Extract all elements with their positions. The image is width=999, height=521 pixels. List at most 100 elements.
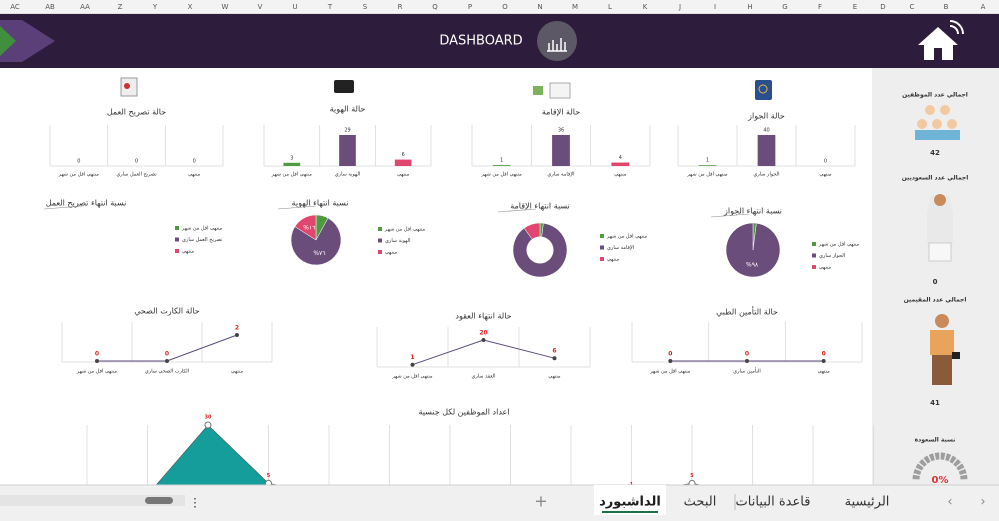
bar [394,159,412,166]
category-label: منتهي اقل من شهر [58,172,100,178]
legend-label: تصريح العمل ساري [182,237,223,243]
legend-label: منتهي اقل من شهر [818,242,860,248]
column-header: E [853,3,857,11]
sheet-tab[interactable]: الداشبورد [599,495,661,510]
add-sheet: + [534,492,547,511]
pie-title: نسبة انتهاء الإقامة [510,202,570,212]
area-value-label: 5 [690,473,694,479]
column-header: L [608,3,612,11]
column-header: N [537,3,542,11]
gauge-segment [945,453,952,462]
column-header: J [678,3,681,11]
legend-label: منتهي [182,249,194,255]
category-label: الكارت الصحي ساري [145,369,189,375]
column-header: C [910,3,915,11]
column-header: R [398,3,403,11]
line-value-label: 20 [479,330,487,337]
sidebar-value: 41 [930,399,940,407]
category-label: منتهي [614,172,626,178]
title-leader [43,205,83,210]
legend-swatch [378,238,382,243]
column-header: AC [10,3,20,11]
gauge-segment [956,463,965,471]
employees-icon [915,105,960,140]
column-header: Q [432,3,438,11]
legend-label: منتهي اقل من شهر [181,226,223,232]
sheet-tab[interactable]: الرئيسية [845,495,890,510]
column-header: D [880,3,885,11]
line-point [165,359,169,363]
column-header: AB [45,3,55,11]
legend-swatch [600,234,604,238]
line-point [668,359,673,363]
category-label: الإقامة ساري [547,172,574,178]
column-header: B [944,3,949,11]
category-label: منتهي اقل من شهر [271,172,313,178]
pie-value-label: %٩٨ [746,261,759,268]
bar-chart-title: حالة الهوية [330,105,366,114]
column-header: O [502,3,508,11]
column-header: G [782,3,787,11]
bar [492,165,511,166]
sheet-tab[interactable]: قاعدة البيانات [736,495,811,510]
bar-chart-title: حالة الجواز [747,112,785,121]
line-value-label: 2 [235,325,239,332]
line-series [412,339,555,366]
gauge-segment [915,463,924,471]
sidebar-label: نسبة السعودة [915,437,956,444]
active-tab [594,485,666,515]
column-header: Z [118,3,123,11]
permit-icon-head [124,83,130,89]
column-header: K [643,3,648,11]
sidebar-label: اجمالي عدد المقيمين [904,297,967,304]
saudi-figure [927,194,953,262]
sidebar-label: اجمالي عدد السعوديين [902,175,969,182]
pie-slice [725,222,781,278]
bar-value-label: 1 [706,158,709,164]
bar [552,135,570,166]
id-icon [334,80,354,93]
legend-label: الهوية ساري [385,238,411,244]
line-chart-title: حالة التأمين الطبي [716,306,778,317]
column-header: Y [152,3,158,11]
category-label: منتهي اقل من شهر [481,172,523,178]
bar-value-label: 29 [344,128,350,134]
category-label: منتهي اقل من شهر [76,369,118,375]
legend-swatch [175,249,179,253]
sheet-tab[interactable]: البحث [684,495,717,510]
sidebar-value: 0 [933,278,938,286]
area-chart-title: اعداد الموظفين لكل جنسية [418,408,509,417]
residence-icon-mark [533,86,543,95]
home-icon [918,20,964,60]
chart-icon [547,38,567,52]
line-point [95,359,99,363]
bar [283,162,301,166]
bar-value-label: 0 [77,159,80,165]
bar-value-label: 0 [824,159,827,165]
line-value-label: 0 [822,351,826,358]
sidebar-label: اجمالي عدد الموظفين [902,92,968,99]
category-label: الجواز ساري [753,172,779,178]
legend-swatch [378,250,382,254]
bar-value-label: 0 [135,159,138,165]
bar-value-label: 36 [558,128,564,134]
gauge-segment [949,455,957,464]
category-label: منتهي اقل من شهر [649,369,691,375]
sidebar-value: 0% [932,475,949,486]
pie-title: نسبة انتهاء الهوية [292,199,349,208]
column-header: I [714,3,716,11]
line-point [410,362,415,367]
bar-chart-title: حالة الإقامة [542,108,580,118]
bar-value-label: 40 [763,128,769,134]
resident-figure [930,314,960,385]
category-label: منتهي [397,172,409,178]
legend-swatch [812,265,816,269]
pie-value-label: %١٦ [303,224,315,231]
legend-label: منتهي اقل من شهر [606,234,648,240]
gauge-segment [923,455,931,464]
category-label: منتهي [188,172,200,178]
column-header: AA [80,3,90,11]
category-label: منتهي [231,369,243,375]
gauge-segment [953,459,961,467]
bar-value-label: 0 [193,159,196,165]
